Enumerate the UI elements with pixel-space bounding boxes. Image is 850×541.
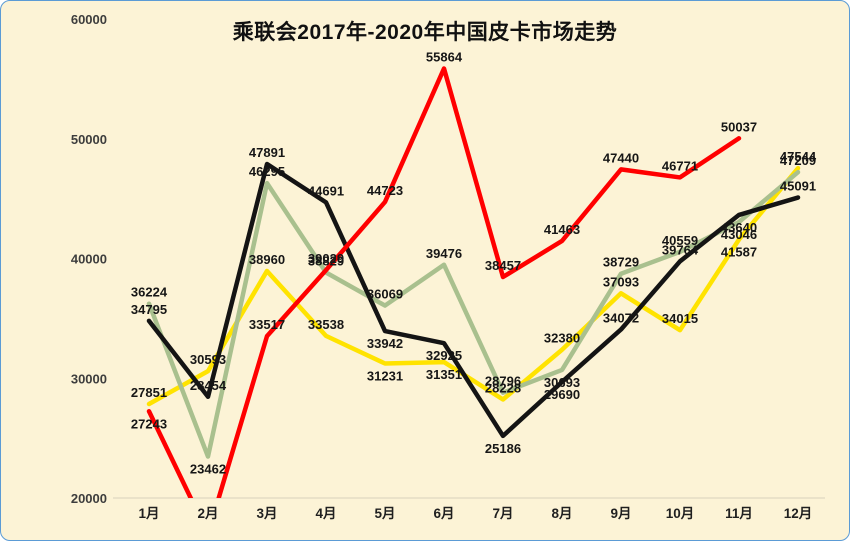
y-axis-label: 40000 (71, 252, 107, 267)
data-label-black-5月: 33942 (367, 336, 403, 351)
data-label-green-7月: 28796 (485, 374, 521, 389)
data-label-green-5月: 36069 (367, 287, 403, 302)
data-label-black-9月: 34072 (603, 310, 639, 325)
data-label-black-7月: 25186 (485, 441, 521, 456)
y-axis-label: 20000 (71, 491, 107, 506)
data-label-green-9月: 38729 (603, 255, 639, 270)
data-label-yellow-2月: 30593 (190, 352, 226, 367)
data-label-green-12月: 47209 (780, 153, 816, 168)
data-label-black-4月: 44691 (308, 183, 344, 198)
data-label-black-3月: 47891 (249, 145, 285, 160)
data-label-red-11月: 50037 (721, 119, 757, 134)
y-axis-label: 60000 (71, 12, 107, 27)
data-label-black-1月: 34795 (131, 302, 167, 317)
data-label-red-10月: 46771 (662, 158, 698, 173)
line-red (146, 66, 742, 498)
x-axis-label: 8月 (551, 506, 572, 521)
y-axis-label: 30000 (71, 371, 107, 386)
data-label-green-8月: 30693 (544, 375, 580, 390)
data-label-yellow-12月: 47544 (780, 149, 817, 164)
x-axis-label: 4月 (315, 506, 336, 521)
x-axis-label: 12月 (784, 506, 813, 521)
plot-area (146, 66, 801, 498)
data-label-yellow-9月: 37093 (603, 274, 639, 289)
line-green (146, 169, 801, 459)
data-label-black-10月: 39764 (662, 242, 699, 257)
data-label-yellow-7月: 28228 (485, 380, 521, 395)
data-label-green-4月: 38829 (308, 254, 344, 269)
data-label-red-9月: 47440 (603, 150, 639, 165)
data-label-red-7月: 38457 (485, 258, 521, 273)
line-black (146, 161, 801, 439)
data-label-green-1月: 36224 (131, 285, 168, 300)
data-label-yellow-8月: 32380 (544, 331, 580, 346)
chart-title: 乘联会2017年-2020年中国皮卡市场走势 (232, 21, 618, 44)
data-label-black-6月: 32925 (426, 348, 462, 363)
data-label-red-3月: 33517 (249, 317, 285, 332)
x-axis-label: 10月 (666, 506, 695, 521)
data-label-black-8月: 29690 (544, 387, 580, 402)
x-axis-label: 5月 (374, 506, 395, 521)
data-label-yellow-4月: 33538 (308, 317, 344, 332)
data-label-green-6月: 39476 (426, 246, 462, 261)
x-axis-label: 1月 (138, 506, 159, 521)
data-label-yellow-3月: 38960 (249, 252, 285, 267)
x-axis-label: 11月 (725, 506, 753, 521)
data-label-red-5月: 44723 (367, 183, 403, 198)
data-label-red-1月: 27243 (131, 416, 167, 431)
data-label-yellow-1月: 27851 (131, 385, 167, 400)
data-label-green-10月: 40559 (662, 233, 698, 248)
data-label-red-6月: 55864 (426, 50, 463, 65)
data-label-yellow-6月: 31351 (426, 367, 462, 382)
data-label-red-8月: 41463 (544, 222, 580, 237)
x-axis-label: 6月 (433, 506, 454, 521)
data-label-green-2月: 23462 (190, 462, 226, 477)
x-axis-label: 9月 (610, 506, 631, 521)
data-label-yellow-11月: 41587 (721, 244, 757, 259)
x-axis-label: 7月 (492, 506, 513, 521)
data-label-black-12月: 45091 (780, 179, 816, 194)
data-label-black-2月: 28454 (190, 378, 227, 393)
line-yellow (146, 165, 801, 407)
data-label-black-11月: 43640 (721, 220, 757, 235)
x-axis-label: 3月 (256, 506, 277, 521)
data-label-green-11月: 43046 (721, 227, 757, 242)
x-axis-label: 2月 (197, 506, 218, 521)
data-label-yellow-10月: 34015 (662, 311, 698, 326)
data-label-red-4月: 39029 (308, 251, 344, 266)
data-label-yellow-5月: 31231 (367, 369, 403, 384)
data-label-green-3月: 46295 (249, 164, 285, 179)
y-axis-label: 50000 (71, 132, 107, 147)
